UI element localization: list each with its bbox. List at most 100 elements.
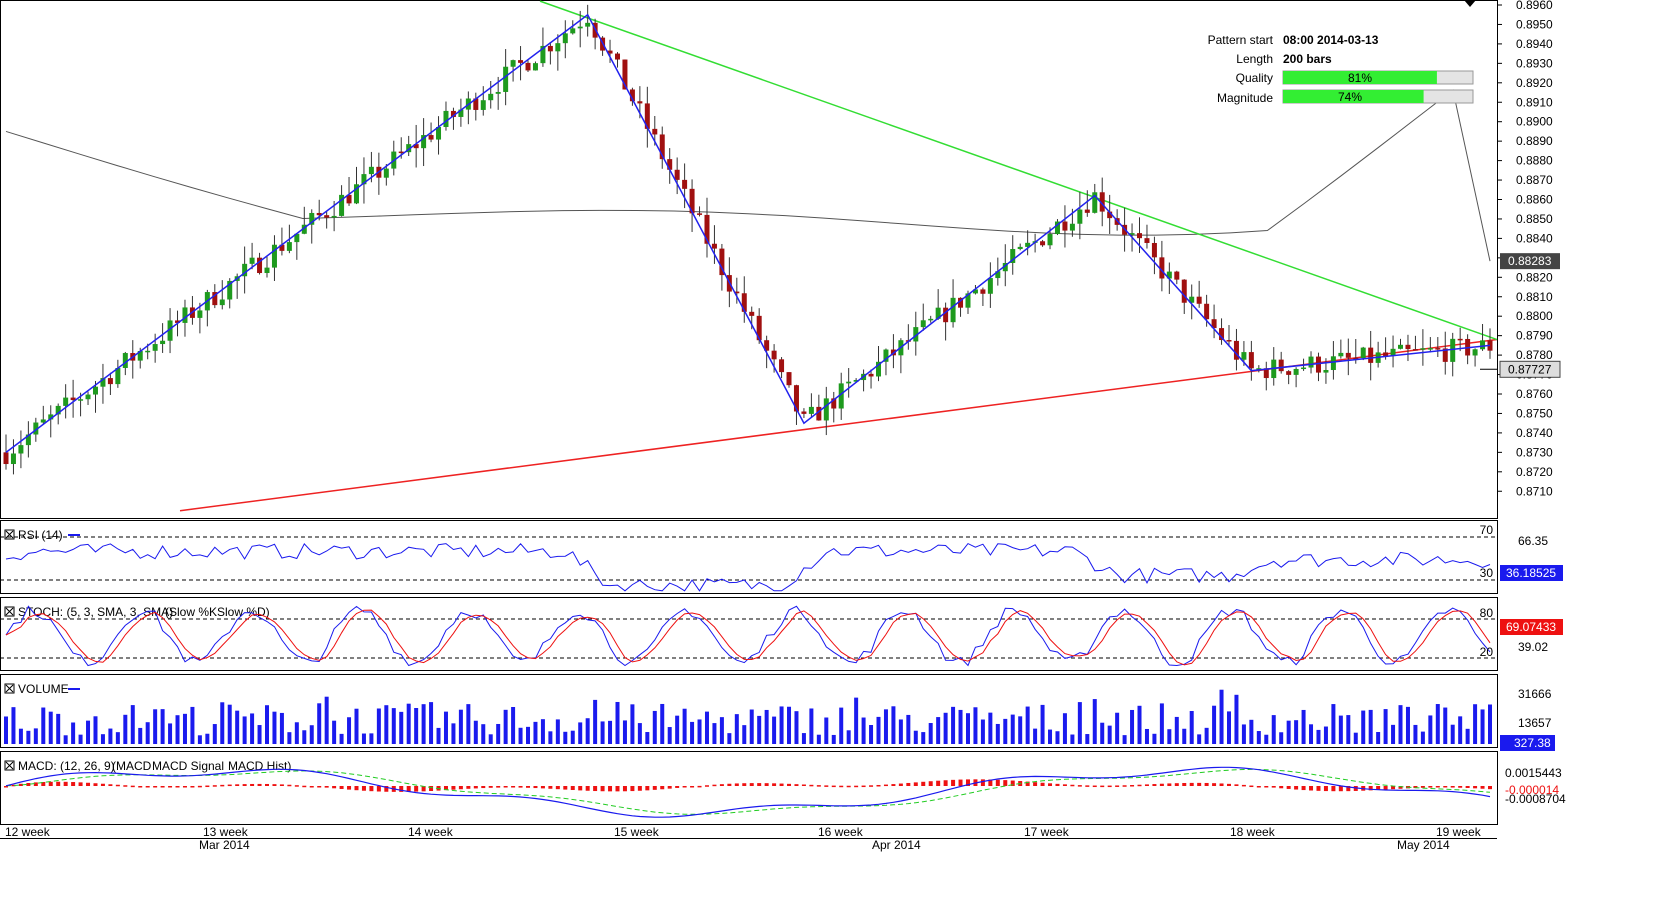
candle-body	[518, 60, 524, 63]
volume-bar	[1458, 716, 1463, 744]
macd-hist-bar	[190, 786, 195, 788]
volume-bar	[257, 725, 262, 744]
macd-hist-bar	[764, 783, 769, 786]
macd-hist-bar	[1152, 784, 1157, 786]
price-tick-label: 0.8890	[1516, 134, 1553, 148]
macd-hist-bar	[943, 780, 948, 786]
volume-bar	[41, 707, 46, 744]
candle-body	[480, 100, 486, 110]
volume-bar	[354, 708, 359, 744]
week-label: 14 week	[408, 825, 454, 839]
candle-body	[1233, 340, 1239, 360]
volume-bar	[145, 722, 150, 744]
macd-hist-bar	[250, 783, 255, 786]
volume-bar	[921, 732, 926, 744]
volume-bar	[533, 721, 538, 744]
macd-hist-bar	[570, 786, 575, 791]
price-tick-label: 0.8880	[1516, 154, 1553, 168]
candle-body	[1442, 348, 1448, 362]
price-tick-label: 0.8760	[1516, 387, 1553, 401]
volume-bar	[1286, 720, 1291, 744]
candle-body	[1323, 370, 1329, 373]
macd-hist-bar	[1316, 786, 1321, 791]
volume-bar	[153, 709, 158, 744]
volume-bar	[1443, 707, 1448, 744]
candle-body	[1159, 257, 1165, 279]
magnitude-bar-fill	[1283, 90, 1424, 103]
volume-bar	[518, 727, 523, 744]
candle-body	[1263, 368, 1269, 379]
collapse-marker-icon[interactable]	[1464, 0, 1476, 7]
candle-body	[1412, 349, 1418, 351]
candle-body	[1010, 249, 1016, 263]
macd-hist-bar	[130, 785, 135, 788]
candle-body	[786, 372, 792, 386]
volume-bar	[71, 722, 76, 744]
week-label: 17 week	[1024, 825, 1070, 839]
macd-hist-bar	[861, 785, 866, 788]
rsi-level-30-label: 30	[1480, 566, 1494, 580]
candle-body	[1353, 357, 1359, 360]
candle-body	[540, 45, 546, 64]
candle-body	[428, 135, 434, 140]
volume-bar	[1413, 724, 1418, 744]
macd-hist-bar	[906, 782, 911, 786]
candle-body	[1129, 233, 1135, 235]
candle-body	[3, 452, 9, 465]
stoch-panel-frame	[0, 597, 1498, 671]
volume-bar	[675, 715, 680, 744]
macd-hist-bar	[108, 784, 113, 786]
volume-panel: VOLUME 31666 13657 327.38	[4, 682, 1555, 751]
macd-hist-bar	[1346, 786, 1351, 792]
macd-hist-bar	[317, 786, 322, 788]
rsi-title: RSI (14)	[18, 528, 63, 542]
candle-body	[674, 169, 680, 180]
macd-hist-bar	[757, 783, 762, 786]
macd-hist-bar	[257, 783, 262, 786]
volume-bar	[265, 705, 270, 744]
macd-hist-bar	[86, 782, 91, 786]
macd-hist-bar	[153, 786, 158, 788]
macd-hist-bar	[883, 784, 888, 787]
macd-hist-bar	[63, 781, 68, 786]
volume-bar	[809, 708, 814, 744]
volume-bar	[1212, 705, 1217, 744]
macd-hist-bar	[1077, 785, 1082, 787]
macd-hist-bar	[227, 784, 232, 787]
candle-body	[637, 101, 643, 104]
candle-body	[1181, 279, 1187, 303]
macd-hist-bar	[242, 784, 247, 786]
macd-hist-bar	[1025, 781, 1030, 786]
candle-body	[846, 381, 852, 384]
volume-bar	[458, 709, 463, 744]
candle-body	[301, 224, 307, 234]
candle-body	[279, 244, 285, 251]
volume-bar	[302, 730, 307, 744]
candle-body	[1248, 352, 1254, 369]
macd-hist-bar	[921, 781, 926, 786]
volume-bar	[690, 721, 695, 744]
candle-body	[1338, 352, 1344, 357]
volume-collapse-icon[interactable]	[4, 683, 15, 694]
candle-body	[1196, 296, 1202, 304]
volume-bar	[503, 709, 508, 744]
volume-scale-high: 31666	[1518, 687, 1552, 701]
price-tick-label: 0.8950	[1516, 17, 1553, 31]
macd-hist-bar	[332, 786, 337, 789]
volume-value: 327.38	[1514, 736, 1551, 750]
candle-body	[1398, 344, 1404, 349]
macd-hist-bar	[11, 784, 16, 787]
stoch-collapse-icon[interactable]	[4, 606, 15, 617]
candle-body	[40, 419, 46, 423]
macd-hist-bar	[1480, 786, 1485, 789]
volume-value-box	[1500, 735, 1555, 751]
macd-hist-bar	[891, 784, 896, 786]
macd-legend-macd: (MACD	[112, 759, 152, 773]
rsi-collapse-icon[interactable]	[4, 529, 15, 540]
macd-collapse-icon[interactable]	[4, 760, 15, 771]
stoch-value: 69.07433	[1506, 620, 1556, 634]
macd-hist-bar	[1062, 784, 1067, 786]
macd-hist-bar	[928, 781, 933, 786]
candle-body	[331, 215, 337, 218]
